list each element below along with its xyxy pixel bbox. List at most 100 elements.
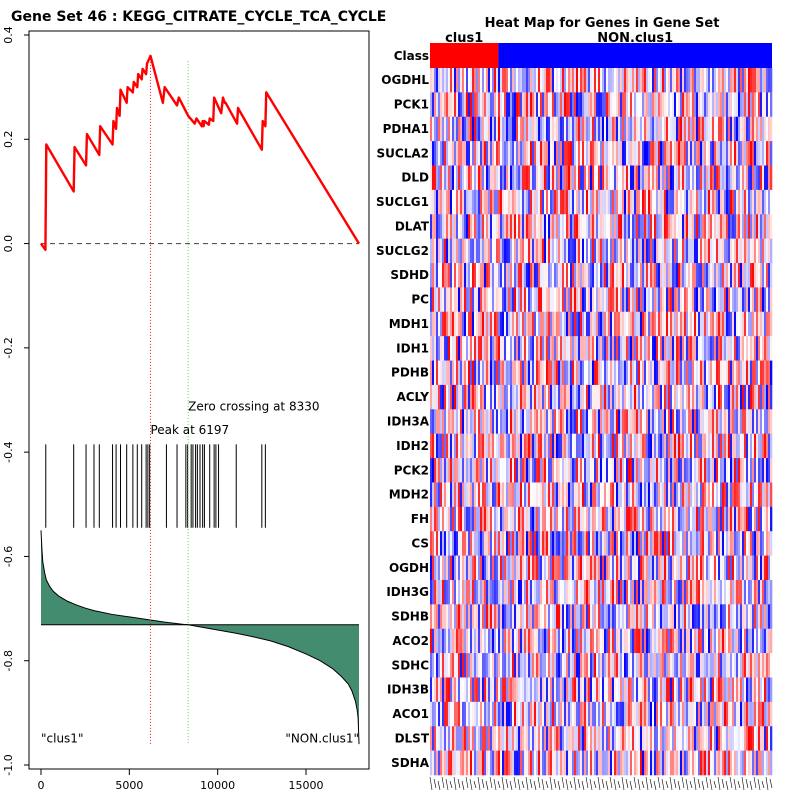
- heatmap-cell: [490, 653, 493, 678]
- heatmap-cell: [756, 165, 759, 191]
- heatmap-cell: [472, 263, 475, 288]
- heatmap-cell: [688, 482, 691, 508]
- heatmap-cell: [546, 531, 549, 556]
- heatmap-cell: [600, 555, 603, 581]
- heatmap-cell: [568, 214, 571, 239]
- heatmap-cell: [468, 750, 471, 776]
- heatmap-cell: [762, 287, 765, 313]
- heatmap-cell: [508, 287, 511, 313]
- heatmap-cell: [596, 214, 599, 239]
- heatmap-cell: [648, 701, 651, 727]
- heatmap-cell: [602, 360, 605, 386]
- heatmap-cell: [718, 92, 721, 118]
- heatmap-cell: [520, 165, 523, 191]
- heatmap-cell: [764, 287, 767, 313]
- heatmap-cell: [568, 482, 571, 508]
- heatmap-cell: [474, 360, 477, 386]
- heatmap-cell: [516, 750, 519, 776]
- heatmap-cell: [450, 141, 453, 166]
- heatmap-cell: [496, 701, 499, 727]
- heatmap-cell: [542, 628, 545, 654]
- heatmap-cell: [442, 653, 445, 678]
- heatmap-cell: [544, 750, 547, 776]
- heatmap-cell: [748, 92, 751, 118]
- heatmap-cell: [574, 579, 577, 605]
- heatmap-cell: [542, 653, 545, 678]
- heatmap-cell: [540, 360, 543, 386]
- heatmap-cell: [466, 506, 469, 532]
- heatmap-cell: [528, 165, 531, 191]
- heatmap-cell: [624, 555, 627, 581]
- heatmap-cell: [542, 92, 545, 118]
- heatmap-cell: [544, 579, 547, 605]
- heatmap-cell: [550, 92, 553, 118]
- heatmap-cell: [614, 628, 617, 654]
- heatmap-cell: [514, 165, 517, 191]
- heatmap-cell: [642, 409, 645, 434]
- heatmap-cell: [656, 165, 659, 191]
- heatmap-cell: [748, 384, 751, 410]
- heatmap-cell: [614, 263, 617, 288]
- heatmap-cell: [696, 384, 699, 410]
- heatmap-cell: [612, 726, 615, 751]
- heatmap-cell: [598, 628, 601, 654]
- heatmap-cell: [496, 189, 499, 215]
- heatmap-cell: [480, 458, 483, 483]
- heatmap-cell: [522, 750, 525, 776]
- heatmap-cell: [602, 336, 605, 361]
- heatmap-cell: [630, 701, 633, 727]
- heatmap-cell: [692, 433, 695, 459]
- heatmap-cell: [728, 701, 731, 727]
- heatmap-cell: [680, 677, 683, 703]
- heatmap-cell: [436, 653, 439, 678]
- heatmap-cell: [762, 68, 765, 93]
- heatmap-cell: [660, 384, 663, 410]
- heatmap-cell: [664, 287, 667, 313]
- heatmap-cell: [646, 68, 649, 93]
- heatmap-cell: [748, 214, 751, 239]
- heatmap-cell: [510, 165, 513, 191]
- heatmap-cell: [582, 336, 585, 361]
- heatmap-cell: [594, 287, 597, 313]
- heatmap-cell: [518, 653, 521, 678]
- heatmap-cell: [724, 579, 727, 605]
- heatmap-cell: [548, 482, 551, 508]
- heatmap-cell: [646, 384, 649, 410]
- heatmap-cell: [738, 165, 741, 191]
- heatmap-cell: [638, 384, 641, 410]
- heatmap-cell: [472, 506, 475, 532]
- heatmap-cell: [708, 726, 711, 751]
- heatmap-cell: [436, 409, 439, 434]
- heatmap-cell: [770, 92, 773, 118]
- heatmap-cell: [690, 579, 693, 605]
- heatmap-cell: [500, 263, 503, 288]
- heatmap-cell: [628, 263, 631, 288]
- heatmap-cell: [526, 653, 529, 678]
- heatmap-cell: [532, 579, 535, 605]
- heatmap-cell: [432, 604, 435, 630]
- heatmap-cell: [668, 214, 671, 239]
- heatmap-cell: [544, 628, 547, 654]
- heatmap-cell: [738, 214, 741, 239]
- heatmap-cell: [590, 555, 593, 581]
- heatmap-cell: [690, 531, 693, 556]
- heatmap-cell: [566, 311, 569, 337]
- heatmap-cell: [560, 531, 563, 556]
- heatmap-cell: [748, 189, 751, 215]
- heatmap-cell: [542, 384, 545, 410]
- heatmap-cell: [522, 92, 525, 118]
- heatmap-cell: [720, 189, 723, 215]
- heatmap-cell: [528, 653, 531, 678]
- heatmap-cell: [676, 384, 679, 410]
- heatmap-cell: [650, 506, 653, 532]
- heatmap-cell: [656, 360, 659, 386]
- heatmap-cell: [494, 68, 497, 93]
- heatmap-cell: [742, 141, 745, 166]
- heatmap-cell: [578, 482, 581, 508]
- heatmap-cell: [642, 726, 645, 751]
- heatmap-cell: [460, 726, 463, 751]
- heatmap-cell: [682, 287, 685, 313]
- heatmap-cell: [592, 238, 595, 264]
- heatmap-cell: [668, 531, 671, 556]
- heatmap-cell: [594, 116, 597, 142]
